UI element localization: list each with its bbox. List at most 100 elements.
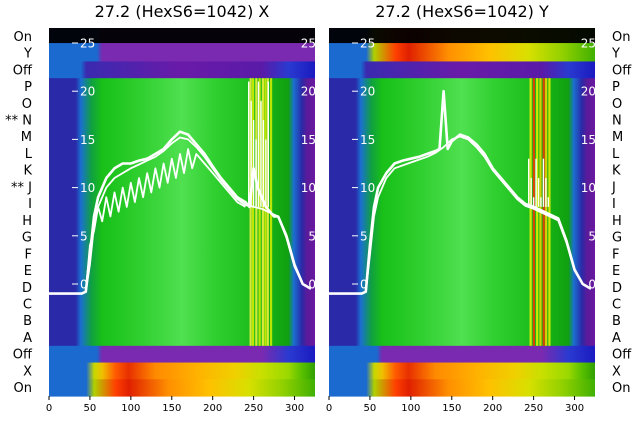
overlay-y-tick-label-right: 20 <box>581 85 596 99</box>
overlay-y-tick-label: 25 <box>360 37 375 51</box>
row-label: C <box>23 298 32 313</box>
bright-column <box>532 78 535 346</box>
on-row-top-band <box>49 28 315 44</box>
heatmap-row-a <box>49 329 315 347</box>
row-label: On <box>14 30 32 45</box>
row-label: L <box>25 147 33 162</box>
overlay-series-line <box>49 130 312 295</box>
heatmap-row-f <box>329 245 595 263</box>
heatmap-row-g <box>329 228 595 247</box>
row-label: X <box>23 364 32 379</box>
row-label: H <box>612 214 622 229</box>
heatmap-row-b <box>329 312 595 330</box>
heatmap-row-a <box>329 329 595 347</box>
row-label: Off <box>612 348 632 363</box>
heatmap-panel-1: 0 0 5 5 10 10 15 15 20 20 25 25 27.2 (HexS6=1042) X O… <box>5 2 316 414</box>
heatmap-row-off <box>49 345 315 364</box>
chart-title: 27.2 (HexS6=1042) X <box>95 2 270 21</box>
row-label: A <box>23 331 32 346</box>
row-label: P <box>612 80 620 95</box>
overlay-y-tick-label-right: 25 <box>581 37 596 51</box>
overlay-y-tick-label: 25 <box>80 37 95 51</box>
overlay-y-tick-label: 5 <box>360 229 368 243</box>
row-label: F <box>612 247 619 262</box>
x-tick-label: 200 <box>203 403 222 414</box>
row-label: X <box>612 364 621 379</box>
x-tick-label: 150 <box>442 403 461 414</box>
row-label: K <box>23 164 32 179</box>
overlay-y-tick-label: 20 <box>360 85 375 99</box>
heatmap-row-o <box>329 94 595 113</box>
row-label: E <box>612 264 620 279</box>
overlay-y-tick-label-right: 15 <box>581 133 596 147</box>
x-tick-label: 150 <box>162 403 181 414</box>
bright-column <box>536 78 539 346</box>
heatmap-row-d <box>49 278 315 297</box>
x-tick-label: 300 <box>285 403 304 414</box>
row-label: O <box>612 97 622 112</box>
overlay-y-tick-label-right: 5 <box>588 229 596 243</box>
row-label: M <box>612 130 623 145</box>
x-tick-label: 200 <box>483 403 502 414</box>
row-label: D <box>22 281 32 296</box>
heatmap-row-g <box>49 228 315 247</box>
x-tick-label: 250 <box>244 403 263 414</box>
x-tick-label: 0 <box>326 403 332 414</box>
row-label: E <box>24 264 32 279</box>
row-label: Off <box>13 348 33 363</box>
row-label: G <box>612 231 622 246</box>
x-tick-label: 300 <box>565 403 584 414</box>
overlay-y-tick-label-right: 5 <box>308 229 316 243</box>
row-label: F <box>25 247 32 262</box>
heatmap-row-f <box>49 245 315 263</box>
overlay-y-tick-label-right: 0 <box>308 278 316 292</box>
row-label: I <box>28 197 32 212</box>
heatmap-row-h <box>49 212 315 230</box>
row-label: Y <box>23 47 32 62</box>
overlay-y-tick-label: 10 <box>360 181 375 195</box>
overlay-y-tick-label: 20 <box>80 85 95 99</box>
heatmap-row-off <box>49 61 315 79</box>
heatmap-row-e <box>329 262 595 280</box>
heatmap-row-n <box>49 111 315 129</box>
x-tick-label: 100 <box>121 403 140 414</box>
heatmap-row-y <box>49 44 315 63</box>
row-label: K <box>612 164 621 179</box>
bright-column <box>249 78 252 346</box>
bright-column <box>264 78 267 346</box>
overlay-series-line <box>49 148 246 295</box>
heatmap-row-on <box>329 379 595 397</box>
chart-title: 27.2 (HexS6=1042) Y <box>375 2 549 21</box>
heatmap-row-c <box>49 295 315 313</box>
overlay-y-tick-label-right: 10 <box>581 181 596 195</box>
on-row-top-band <box>329 28 595 44</box>
overlay-y-tick-label: 15 <box>80 133 95 147</box>
bright-column <box>529 78 532 346</box>
x-tick-label: 50 <box>364 403 377 414</box>
heatmap-row-e <box>49 262 315 280</box>
overlay-y-tick-label-right: 20 <box>301 85 316 99</box>
heatmap-row-p <box>329 78 595 96</box>
row-label: ** N <box>5 114 32 129</box>
overlay-y-tick-label-right: 15 <box>301 133 316 147</box>
heatmap-row-i <box>329 195 595 213</box>
heatmap-row-x <box>329 362 595 380</box>
heatmap-row-on <box>49 379 315 397</box>
overlay-y-tick-label-right: 10 <box>301 181 316 195</box>
row-label: A <box>612 331 621 346</box>
row-label: On <box>14 381 32 396</box>
row-label: B <box>612 314 621 329</box>
row-label: ** J <box>11 180 32 195</box>
row-label: J <box>611 180 616 195</box>
row-label: N <box>612 114 622 129</box>
row-label: O <box>22 97 32 112</box>
heatmap-row-l <box>329 145 595 163</box>
row-label: C <box>612 298 621 313</box>
heatmap-row-y <box>329 44 595 63</box>
heatmap-row-h <box>329 212 595 230</box>
row-label: Off <box>13 63 33 78</box>
heatmap-row-i <box>49 195 315 213</box>
heatmap-row-off <box>329 345 595 364</box>
overlay-series-line <box>329 135 592 295</box>
